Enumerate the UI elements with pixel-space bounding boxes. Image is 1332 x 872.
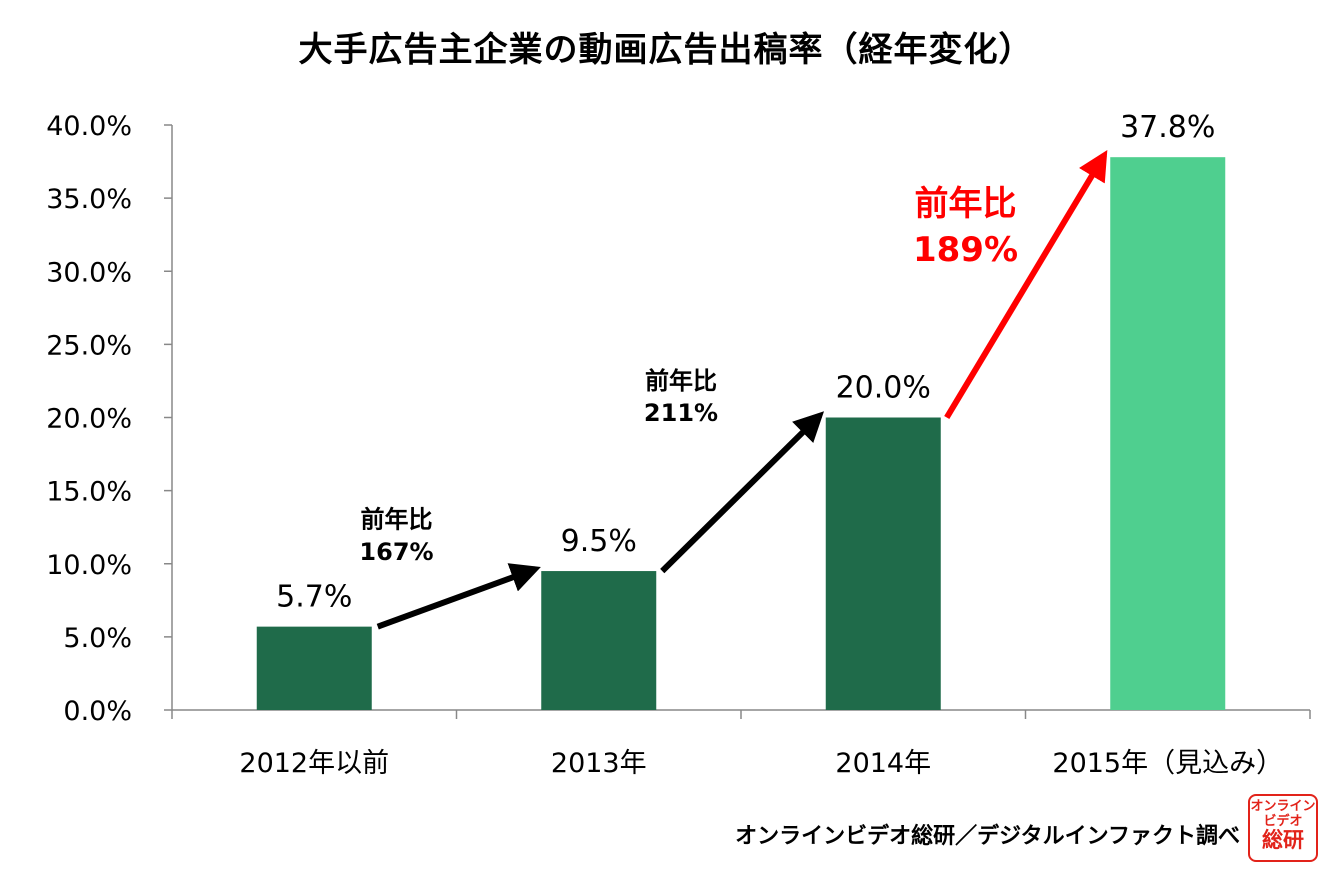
growth-arrow bbox=[944, 150, 1108, 420]
growth-label-value: 211% bbox=[644, 399, 718, 427]
stamp-line-2: ビデオ bbox=[1263, 814, 1303, 829]
growth-label-title: 前年比 bbox=[361, 506, 433, 534]
growth-label-title: 前年比 bbox=[645, 367, 717, 395]
y-tick-label: 10.0% bbox=[46, 550, 132, 581]
data-label: 9.5% bbox=[561, 524, 637, 559]
y-tick-label: 30.0% bbox=[46, 257, 132, 288]
growth-label-title: 前年比 bbox=[915, 184, 1017, 224]
source-note: オンラインビデオ総研／デジタルインファクト調べ bbox=[735, 824, 1240, 849]
stamp-line-3: 総研 bbox=[1262, 828, 1304, 852]
data-label: 20.0% bbox=[836, 371, 931, 406]
bar bbox=[825, 417, 941, 710]
bar bbox=[541, 571, 657, 710]
y-tick-label: 35.0% bbox=[46, 184, 132, 215]
y-tick-label: 20.0% bbox=[46, 404, 132, 435]
data-label: 37.8% bbox=[1120, 110, 1215, 145]
growth-label-value: 167% bbox=[359, 538, 433, 566]
y-tick-label: 15.0% bbox=[46, 477, 132, 508]
y-tick-label: 5.0% bbox=[63, 623, 132, 654]
x-tick-label: 2013年 bbox=[551, 748, 647, 779]
data-label: 5.7% bbox=[276, 580, 352, 615]
bar bbox=[256, 626, 372, 710]
y-tick-label: 25.0% bbox=[46, 330, 132, 361]
bar bbox=[1110, 157, 1226, 711]
growth-label-value: 189% bbox=[913, 230, 1018, 270]
x-tick-label: 2014年 bbox=[835, 748, 931, 779]
brand-stamp-logo: オンライン ビデオ 総研 bbox=[1248, 794, 1318, 862]
x-tick-label: 2012年以前 bbox=[239, 748, 389, 779]
y-tick-label: 0.0% bbox=[63, 696, 132, 727]
y-tick-label: 40.0% bbox=[46, 111, 132, 142]
stamp-line-1: オンライン bbox=[1250, 799, 1316, 814]
growth-arrow bbox=[660, 411, 825, 574]
chart-title: 大手広告主企業の動画広告出稿率（経年変化） bbox=[298, 30, 1034, 70]
x-tick-label: 2015年（見込み） bbox=[1052, 748, 1283, 779]
growth-arrow bbox=[376, 563, 541, 630]
